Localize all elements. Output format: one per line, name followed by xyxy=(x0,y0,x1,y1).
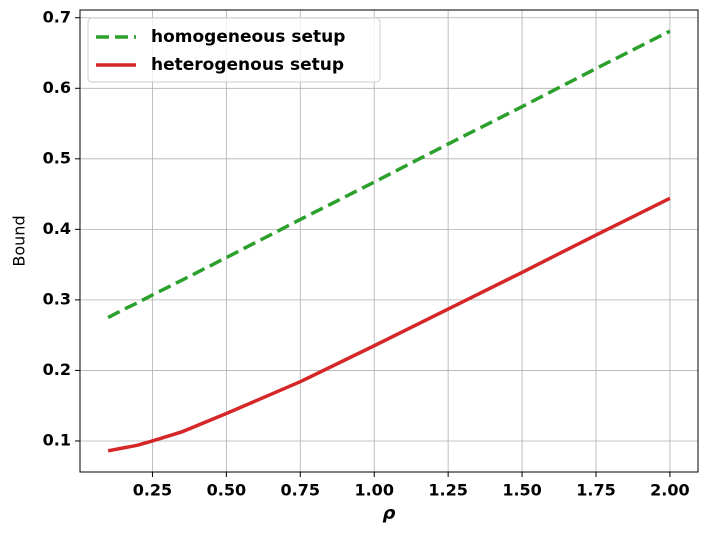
legend: homogeneous setup heterogenous setup xyxy=(87,17,381,83)
y-tick-label: 0.6 xyxy=(43,78,71,97)
y-tick-label: 0.4 xyxy=(43,219,71,238)
y-tick-label: 0.3 xyxy=(43,289,71,308)
x-tick-label: 2.00 xyxy=(650,481,689,500)
x-axis-label: ρ xyxy=(383,503,396,524)
y-axis-label: Bound xyxy=(10,215,29,266)
legend-box xyxy=(87,17,381,83)
y-tick-label: 0.2 xyxy=(43,360,71,379)
x-tick-label: 1.75 xyxy=(576,481,615,500)
x-tick-label: 0.75 xyxy=(281,481,320,500)
plot-frame xyxy=(79,9,699,473)
x-tick-label: 1.50 xyxy=(502,481,541,500)
y-tick-label: 0.1 xyxy=(43,430,71,449)
x-tick-label: 1.00 xyxy=(354,481,393,500)
x-tick-label: 0.25 xyxy=(133,481,172,500)
x-tick-label: 1.25 xyxy=(428,481,467,500)
y-tick-label: 0.7 xyxy=(43,7,71,26)
legend-label: heterogenous setup xyxy=(151,55,344,75)
legend-label: homogeneous setup xyxy=(151,27,345,47)
data-line xyxy=(107,196,671,453)
data-line xyxy=(107,29,671,320)
x-tick-label: 0.50 xyxy=(207,481,246,500)
y-tick-label: 0.5 xyxy=(43,148,71,167)
